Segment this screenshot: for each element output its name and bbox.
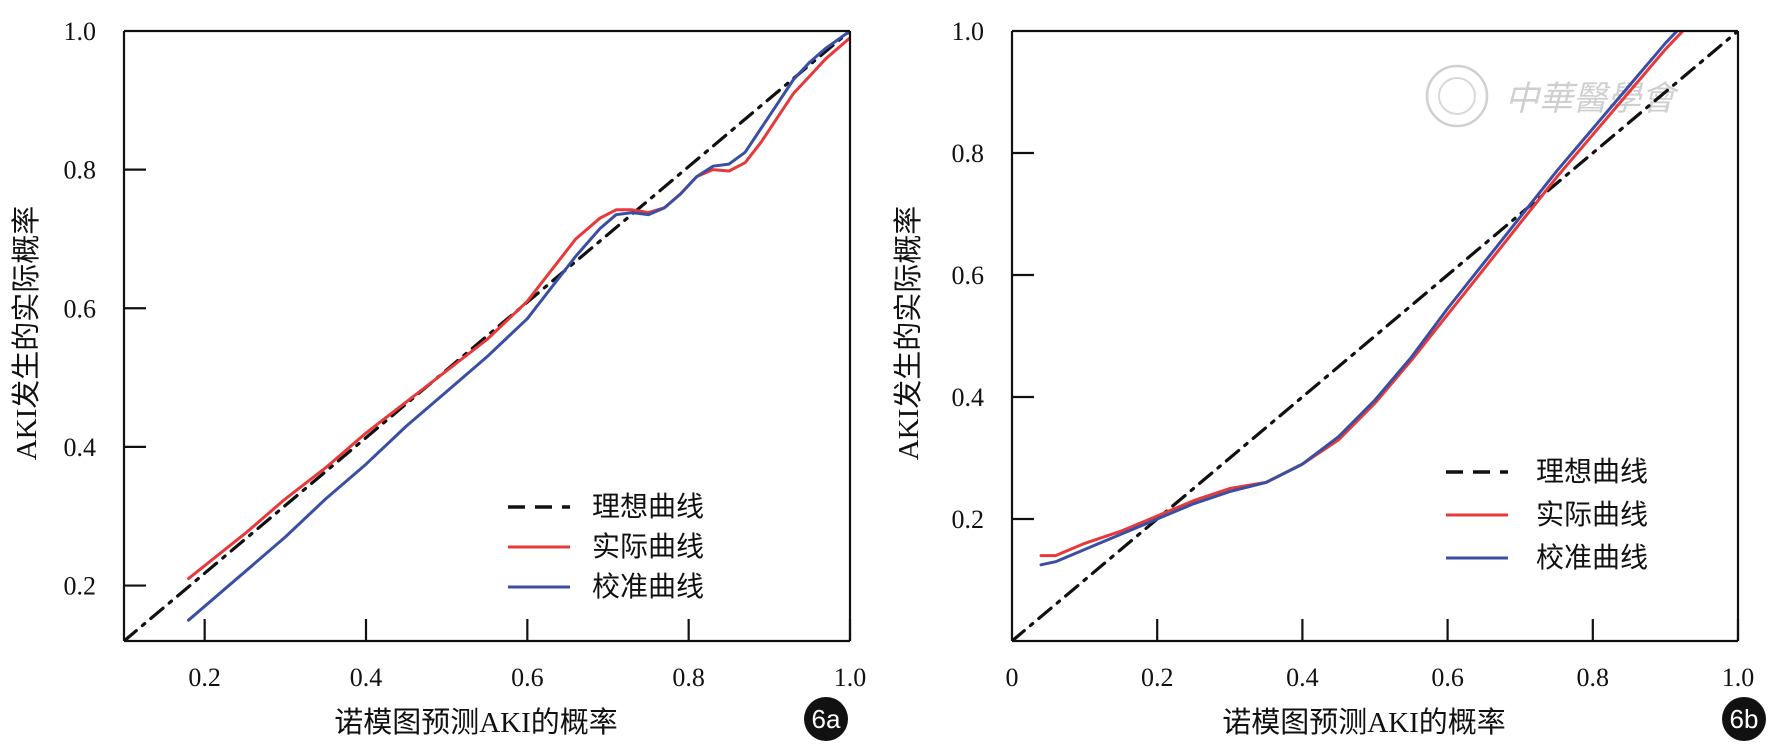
panel-6a-legend: 理想曲线 实际曲线 校准曲线 xyxy=(508,491,704,603)
x-tick-label: 0.6 xyxy=(1431,663,1464,692)
panel-6b-badge-circle xyxy=(1722,697,1766,741)
panel-6a-ideal-curve xyxy=(124,31,850,641)
panel-6a-actual-curve xyxy=(187,36,850,581)
y-tick-label: 0.4 xyxy=(952,383,985,412)
panel-6a-ticks: 0.2 0.4 0.6 0.8 1.0 0.2 0.4 0.6 0.8 1.0 xyxy=(64,17,867,692)
panel-6b-actual-curve xyxy=(1039,31,1685,558)
panel-6a: 0.2 0.4 0.6 0.8 1.0 0.2 0.4 0.6 0.8 1.0 诺模图预测AKI的… xyxy=(10,17,866,741)
y-tick-label: 0.6 xyxy=(952,261,985,290)
legend-calibrated-label: 校准曲线 xyxy=(1536,542,1648,574)
panel-6a-badge: 6a xyxy=(804,697,848,741)
legend-calibrated-label: 校准曲线 xyxy=(592,571,704,603)
legend-actual-label: 实际曲线 xyxy=(592,531,704,563)
legend-ideal-label: 理想曲线 xyxy=(1536,456,1648,488)
panel-6a-calibrated-curve xyxy=(187,31,850,622)
x-tick-label: 1.0 xyxy=(1722,663,1755,692)
y-tick-label: 0.4 xyxy=(64,433,97,462)
panel-6b-ticks: 0 0.2 0.4 0.6 0.8 1.0 0.2 0.4 0.6 0.8 1.0 xyxy=(952,17,1755,692)
x-tick-label: 0.2 xyxy=(1141,663,1174,692)
panel-6b-series-group xyxy=(1012,31,1738,641)
y-tick-label: 1.0 xyxy=(952,17,985,46)
panel-6b-badge-label: 6b xyxy=(1730,704,1759,734)
watermark-seal-inner xyxy=(1438,77,1476,115)
panel-6b-legend: 理想曲线 实际曲线 校准曲线 xyxy=(1446,456,1648,574)
y-tick-label: 0.6 xyxy=(64,294,97,323)
x-tick-label: 0.4 xyxy=(350,663,383,692)
y-tick-label: 0.8 xyxy=(952,139,985,168)
panel-6a-series-group xyxy=(124,31,850,641)
x-tick-label: 1.0 xyxy=(834,663,867,692)
panel-6b-calibrated-curve xyxy=(1039,31,1680,567)
y-tick-label: 1.0 xyxy=(64,17,97,46)
panel-6a-y-axis-title: AKI发生的实际概率 xyxy=(10,206,43,461)
x-tick-label: 0.2 xyxy=(188,663,221,692)
watermark-text: 中華醫學會 xyxy=(1505,79,1680,119)
panel-6b-badge: 6b xyxy=(1722,697,1766,741)
legend-ideal-label: 理想曲线 xyxy=(592,491,704,523)
legend-actual-label: 实际曲线 xyxy=(1536,499,1648,531)
panel-6b-y-axis-title: AKI发生的实际概率 xyxy=(892,206,925,461)
panel-6b: 0 0.2 0.4 0.6 0.8 1.0 0.2 0.4 0.6 0.8 1.0 诺模图预测AKI… xyxy=(892,17,1766,741)
y-tick-label: 0.2 xyxy=(64,572,97,601)
watermark: 中華醫學會 xyxy=(1425,64,1680,128)
panel-6a-badge-circle xyxy=(804,697,848,741)
y-tick-label: 0.2 xyxy=(952,505,985,534)
watermark-seal-icon xyxy=(1425,64,1489,128)
x-tick-label: 0.8 xyxy=(672,663,705,692)
x-tick-label: 0 xyxy=(1006,663,1019,692)
x-tick-label: 0.4 xyxy=(1286,663,1319,692)
y-tick-label: 0.8 xyxy=(64,156,97,185)
x-tick-label: 0.8 xyxy=(1577,663,1610,692)
panel-6b-x-axis-title: 诺模图预测AKI的概率 xyxy=(1222,706,1506,739)
x-tick-label: 0.6 xyxy=(511,663,544,692)
panel-6a-badge-label: 6a xyxy=(812,704,841,734)
panel-6a-x-axis-title: 诺模图预测AKI的概率 xyxy=(334,706,618,739)
